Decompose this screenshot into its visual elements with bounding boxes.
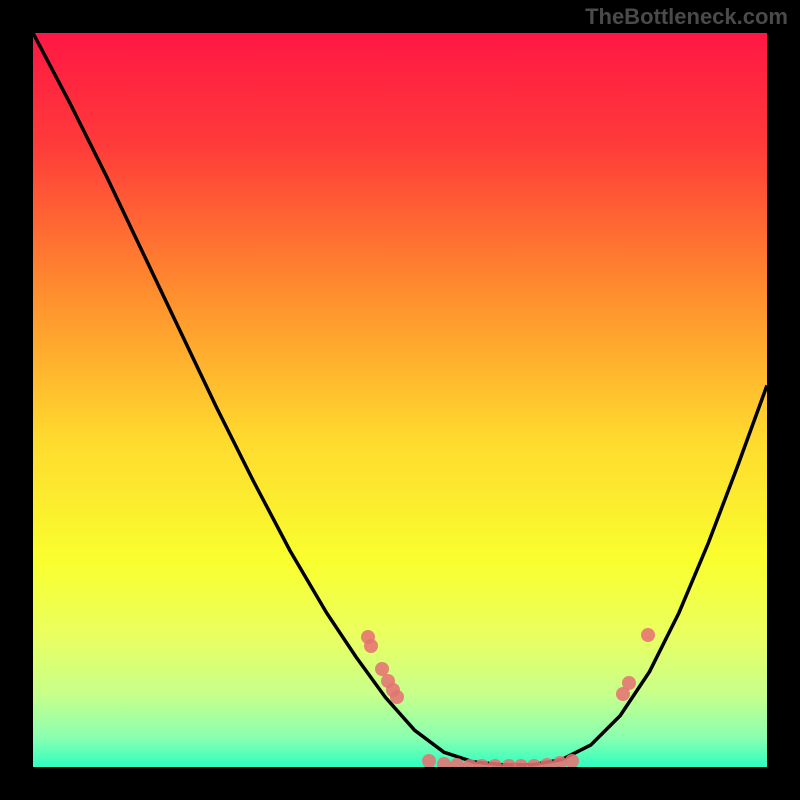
- data-point-marker: [540, 758, 554, 767]
- data-point-marker: [475, 759, 489, 767]
- bottleneck-curve: [33, 33, 767, 765]
- watermark-text: TheBottleneck.com: [585, 4, 788, 30]
- data-point-marker: [437, 757, 451, 767]
- data-point-marker: [622, 676, 636, 690]
- data-point-marker: [364, 639, 378, 653]
- data-point-marker: [422, 754, 436, 767]
- chart-plot-area: [33, 33, 767, 767]
- curve-layer: [33, 33, 767, 767]
- data-point-marker: [565, 754, 579, 767]
- data-point-marker: [390, 690, 404, 704]
- data-point-marker: [527, 759, 541, 767]
- data-point-marker: [488, 759, 502, 767]
- data-point-marker: [641, 628, 655, 642]
